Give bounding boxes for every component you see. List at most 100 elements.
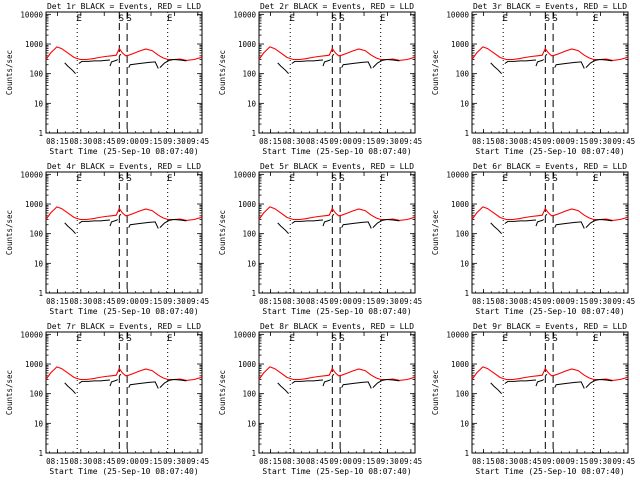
- x-tick-label: 09:30: [376, 137, 399, 146]
- x-tick-label: 09:30: [376, 297, 399, 306]
- events-series-line: [372, 218, 400, 228]
- x-tick-label: 09:45: [400, 297, 423, 306]
- x-tick-label: 09:15: [140, 137, 163, 146]
- x-tick-label: 09:00: [116, 457, 139, 466]
- events-series-line: [322, 219, 332, 227]
- events-series-line: [322, 59, 332, 67]
- events-series-line: [490, 222, 502, 235]
- x-tick-label: 08:15: [472, 297, 495, 306]
- x-tick-label: 09:00: [116, 137, 139, 146]
- x-tick-label: 08:45: [306, 457, 329, 466]
- events-series-line: [585, 378, 613, 388]
- y-axis-label: Counts/sec: [5, 210, 14, 255]
- x-tick-label: 09:30: [589, 297, 612, 306]
- marker-label: E: [380, 14, 385, 24]
- marker-label: E: [593, 14, 598, 24]
- marker-label: S: [119, 174, 124, 184]
- x-tick-label: 09:30: [163, 297, 186, 306]
- marker-label: E: [502, 334, 507, 344]
- y-tick-label: 1: [251, 129, 256, 138]
- y-tick-label: 1000: [25, 360, 44, 369]
- y-tick-label: 10: [460, 259, 470, 268]
- x-tick-label: 08:45: [519, 297, 542, 306]
- y-axis-label: Counts/sec: [5, 50, 14, 95]
- plot-frame: [45, 331, 203, 454]
- x-axis-label: Start Time (25-Sep-10 08:07:40): [475, 307, 624, 316]
- events-series-line: [128, 61, 159, 69]
- x-tick-label: 09:00: [542, 297, 565, 306]
- panel-title: Det 1r BLACK = Events, RED = LLD: [47, 2, 201, 11]
- events-series-line: [78, 59, 111, 64]
- events-series-line: [277, 222, 289, 235]
- y-tick-label: 1000: [238, 200, 257, 209]
- y-tick-label: 1: [38, 129, 43, 138]
- y-tick-label: 100: [242, 230, 256, 239]
- detector-panel: 1 10 100 1000 10000 08:15 08:30 08:45 09:00 09:15…: [5, 162, 209, 316]
- x-axis-label: Start Time (25-Sep-10 08:07:40): [475, 147, 624, 156]
- x-tick-label: 09:45: [187, 457, 210, 466]
- marker-label: E: [502, 174, 507, 184]
- lld-series-line: [258, 46, 416, 61]
- lld-series-line: [471, 206, 629, 221]
- marker-label: E: [593, 334, 598, 344]
- x-tick-label: 08:45: [519, 457, 542, 466]
- marker-label: S: [126, 14, 131, 24]
- plot-frame: [45, 11, 203, 134]
- detector-panel: 1 10 100 1000 10000 08:15 08:30 08:45 09:00 09:15…: [5, 2, 209, 156]
- y-tick-label: 10: [460, 419, 470, 428]
- x-axis-label: Start Time (25-Sep-10 08:07:40): [49, 307, 198, 316]
- y-tick-label: 100: [455, 390, 469, 399]
- x-tick-label: 09:00: [116, 297, 139, 306]
- panel-title: Det 9r BLACK = Events, RED = LLD: [473, 322, 627, 331]
- marker-label: E: [167, 334, 172, 344]
- marker-label: S: [339, 334, 344, 344]
- panel-title: Det 2r BLACK = Events, RED = LLD: [260, 2, 414, 11]
- y-axis-label: Counts/sec: [218, 50, 227, 95]
- events-series-line: [490, 382, 502, 395]
- plot-frame: [258, 331, 416, 454]
- events-series-line: [341, 381, 372, 389]
- y-tick-label: 10: [34, 99, 44, 108]
- y-tick-label: 10000: [446, 10, 469, 19]
- x-tick-label: 08:15: [46, 457, 69, 466]
- events-series-line: [585, 58, 613, 68]
- marker-label: E: [76, 174, 81, 184]
- x-tick-label: 09:00: [542, 457, 565, 466]
- lld-series-line: [45, 206, 203, 221]
- x-tick-label: 08:30: [70, 457, 93, 466]
- events-series-line: [128, 381, 159, 389]
- events-series-line: [331, 213, 335, 217]
- x-tick-label: 09:00: [329, 297, 352, 306]
- events-series-line: [544, 373, 548, 377]
- x-tick-label: 08:15: [259, 137, 282, 146]
- events-series-line: [504, 59, 537, 64]
- events-series-line: [109, 59, 119, 67]
- y-tick-label: 1000: [25, 40, 44, 49]
- y-tick-label: 1000: [238, 40, 257, 49]
- x-tick-label: 09:45: [400, 137, 423, 146]
- y-axis-label: Counts/sec: [218, 210, 227, 255]
- lld-series-line: [45, 366, 203, 381]
- marker-label: E: [167, 14, 172, 24]
- marker-label: E: [289, 14, 294, 24]
- events-series-line: [585, 218, 613, 228]
- detector-panel: 1 10 100 1000 10000 08:15 08:30 08:45 09:00 09:15…: [431, 162, 635, 316]
- events-series-line: [118, 213, 122, 217]
- y-tick-label: 10000: [446, 170, 469, 179]
- events-series-line: [535, 219, 545, 227]
- y-tick-label: 10000: [20, 10, 43, 19]
- marker-label: S: [552, 14, 557, 24]
- marker-label: S: [119, 334, 124, 344]
- events-series-line: [64, 382, 76, 395]
- panel-title: Det 5r BLACK = Events, RED = LLD: [260, 162, 414, 171]
- x-axis-label: Start Time (25-Sep-10 08:07:40): [49, 147, 198, 156]
- y-tick-label: 10: [460, 99, 470, 108]
- x-tick-label: 09:15: [566, 457, 589, 466]
- x-tick-label: 09:00: [329, 137, 352, 146]
- x-tick-label: 09:15: [140, 457, 163, 466]
- x-tick-label: 08:45: [306, 137, 329, 146]
- x-tick-label: 09:30: [589, 457, 612, 466]
- events-series-line: [331, 53, 335, 57]
- y-tick-label: 10: [34, 419, 44, 428]
